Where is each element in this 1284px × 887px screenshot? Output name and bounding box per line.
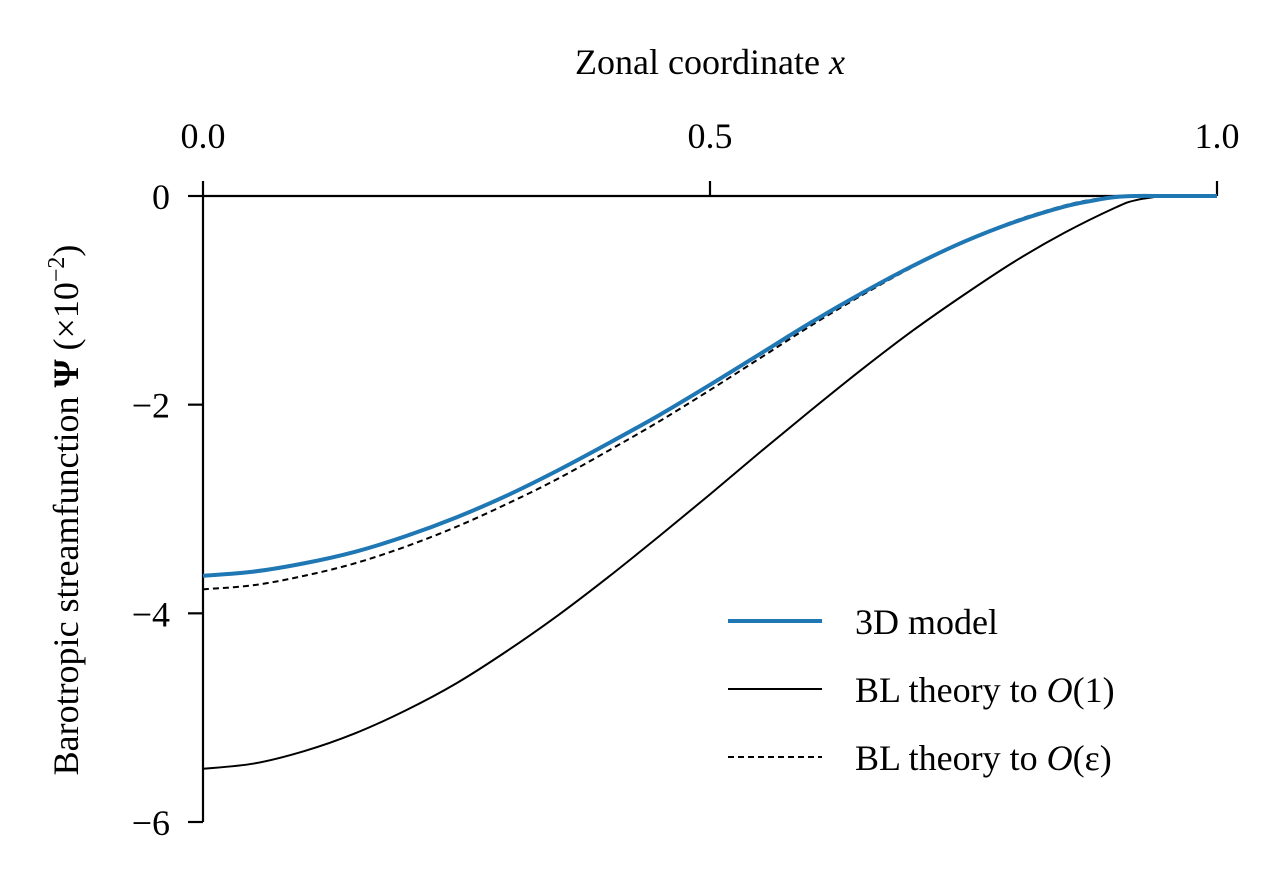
x-tick-label: 0.5 [688,116,733,156]
x-axis-title-var: x [828,42,845,82]
series-line-0 [202,193,1217,578]
series-line-2 [202,194,1217,591]
y-tick-label: −6 [132,803,170,843]
x-ticks: 0.0 0.5 1.0 [181,116,1240,196]
legend-entry-text: 3D model [855,602,998,642]
legend-entry-math: O [1047,670,1073,710]
legend-entry-text: BL theory to [855,670,1047,710]
legend-entry: BL theory to O(ε) [855,738,1112,778]
x-axis-title-text: Zonal coordinate [575,42,829,82]
legend-entry: 3D model [855,602,998,642]
legend-entry: BL theory to O(1) [855,670,1115,710]
y-axis-title-symbol: Ψ [46,359,86,387]
y-axis-title-unit-post: ) [46,245,86,257]
legend-entry-text: BL theory to [855,738,1047,778]
y-axis-title-unit-exp: −2 [44,257,70,283]
x-tick-label: 1.0 [1195,116,1240,156]
y-axis-title-unit-pre: (×10 [46,282,86,359]
x-tick-label: 0.0 [181,116,226,156]
y-axis-title-text: Barotropic streamfunction [46,388,86,776]
y-ticks: 0 −2 −4 −6 [132,177,203,843]
legend-entry-math: O [1047,738,1073,778]
legend-entry-arg: (ε) [1073,738,1112,778]
y-axis-title: Barotropic streamfunction Ψ (×10−2) [44,245,86,776]
y-tick-label: −2 [132,386,170,426]
legend-entry-arg: (1) [1073,670,1115,710]
series-lines [202,193,1218,770]
series-line-1 [202,194,1218,770]
x-axis-title: Zonal coordinate x [575,42,845,82]
y-tick-label: 0 [152,177,170,217]
y-tick-label: −4 [132,594,170,634]
